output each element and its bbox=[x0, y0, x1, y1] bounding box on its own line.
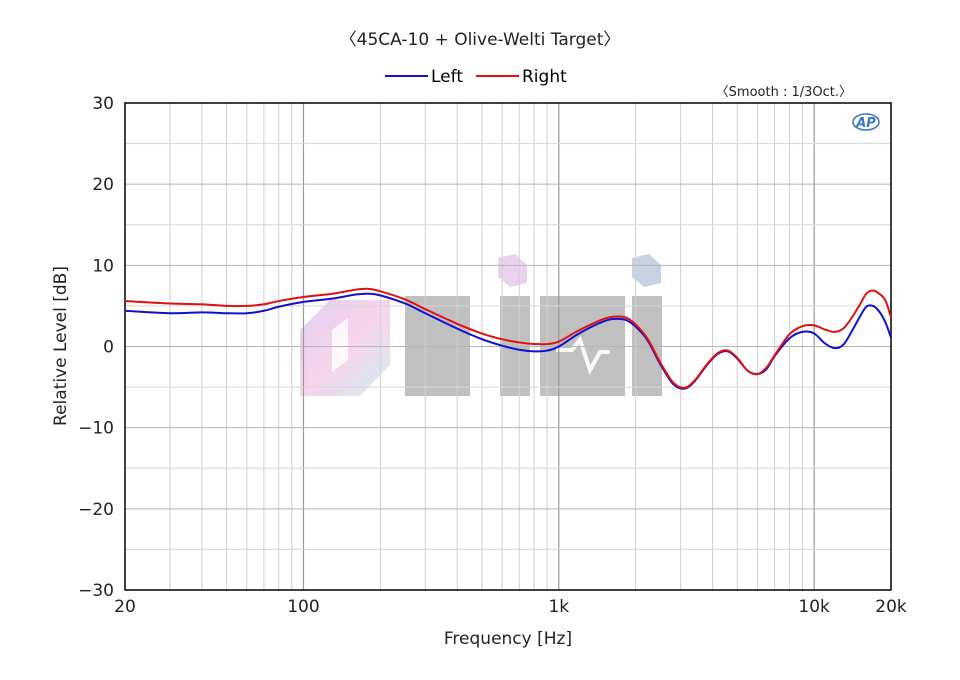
x-tick-label: 20 bbox=[114, 597, 136, 617]
x-tick-label: 100 bbox=[287, 597, 319, 617]
y-axis-ticks: 30 20 10 0 −10 −20 −30 bbox=[78, 94, 114, 601]
legend: Left Right bbox=[385, 67, 567, 87]
y-tick-label: 20 bbox=[92, 175, 114, 195]
y-tick-label: 10 bbox=[92, 256, 114, 276]
plot-frame bbox=[124, 102, 892, 591]
y-tick-label: −30 bbox=[78, 581, 114, 601]
x-tick-label: 1k bbox=[548, 597, 569, 617]
y-axis-label: Relative Level [dB] bbox=[51, 266, 71, 426]
x-tick-label: 10k bbox=[798, 597, 830, 617]
ap-logo-icon: AP bbox=[852, 113, 880, 131]
x-axis-label: Frequency [Hz] bbox=[444, 629, 572, 649]
x-tick-label: 20k bbox=[875, 597, 907, 617]
y-tick-label: −20 bbox=[78, 500, 114, 520]
y-tick-label: −10 bbox=[78, 419, 114, 439]
watermark-logo bbox=[300, 254, 662, 396]
plot-curves bbox=[124, 287, 892, 390]
chart-title: 〈45CA-10 + Olive-Welti Target〉 bbox=[340, 30, 621, 50]
y-tick-label: 30 bbox=[92, 94, 114, 114]
x-axis-ticks: 20 100 1k 10k 20k bbox=[114, 597, 907, 617]
series-line-right bbox=[124, 287, 892, 389]
legend-label-left: Left bbox=[431, 67, 463, 87]
smoothing-note: 〈Smooth : 1/3Oct.〉 bbox=[716, 85, 852, 100]
legend-label-right: Right bbox=[522, 67, 567, 87]
y-tick-label: 0 bbox=[103, 338, 114, 358]
svg-text:AP: AP bbox=[855, 116, 876, 131]
